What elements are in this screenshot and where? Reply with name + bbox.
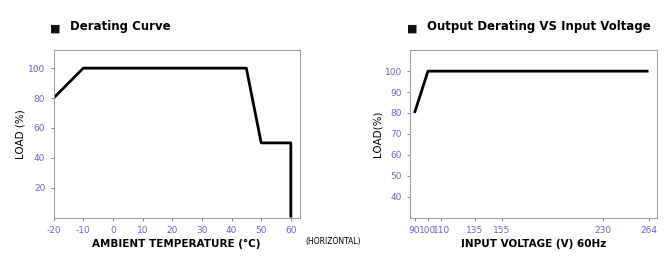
X-axis label: AMBIENT TEMPERATURE (°C): AMBIENT TEMPERATURE (°C): [92, 239, 261, 249]
Text: Output Derating VS Input Voltage: Output Derating VS Input Voltage: [427, 20, 651, 33]
Y-axis label: LOAD (%): LOAD (%): [15, 109, 25, 159]
Text: ■: ■: [407, 23, 417, 33]
Y-axis label: LOAD(%): LOAD(%): [372, 111, 382, 157]
Text: Derating Curve: Derating Curve: [70, 20, 171, 33]
Text: ■: ■: [50, 23, 61, 33]
X-axis label: INPUT VOLTAGE (V) 60Hz: INPUT VOLTAGE (V) 60Hz: [461, 239, 606, 249]
Text: (HORIZONTAL): (HORIZONTAL): [306, 237, 361, 246]
